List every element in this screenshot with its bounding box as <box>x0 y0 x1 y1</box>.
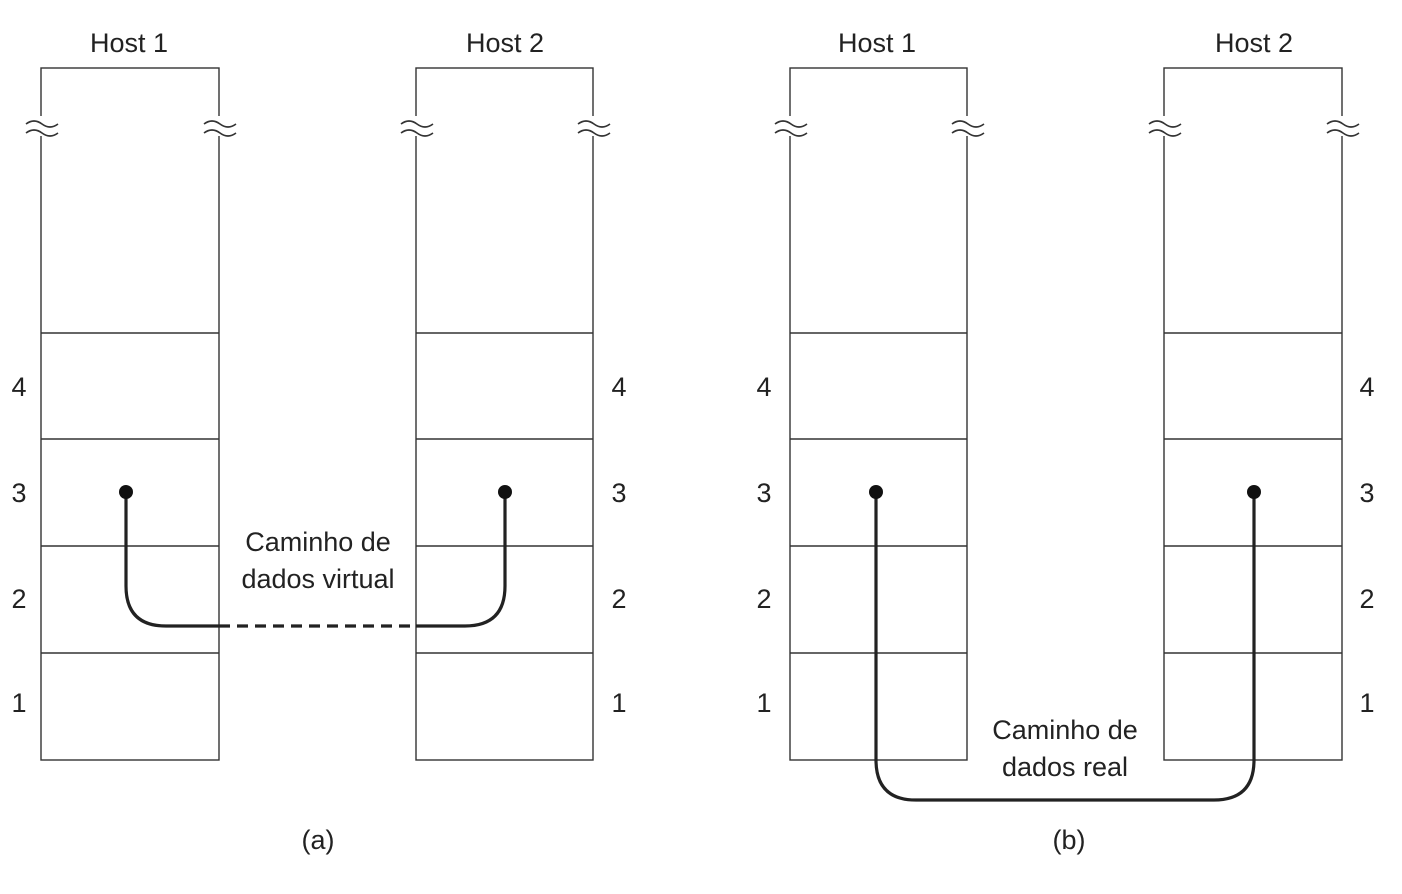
real-path-line <box>874 492 1256 802</box>
virtual-path-label-line2: dados virtual <box>241 564 394 594</box>
layer-number: 3 <box>611 478 626 508</box>
layer-number: 1 <box>1359 688 1374 718</box>
layer-number: 3 <box>1359 478 1374 508</box>
layer-number: 2 <box>611 584 626 614</box>
break-mark-icon <box>25 120 59 137</box>
host1-box-b <box>789 67 968 761</box>
break-mark-icon <box>951 120 985 137</box>
break-mark-icon <box>774 120 808 137</box>
endpoint-dot <box>498 485 512 499</box>
layer-number: 4 <box>611 372 626 402</box>
host2-box-a <box>415 67 594 761</box>
layer-number: 3 <box>11 478 26 508</box>
endpoint-dot <box>119 485 133 499</box>
break-mark-icon <box>577 120 611 137</box>
host2-title-a: Host 2 <box>466 28 544 58</box>
endpoint-dot <box>1247 485 1261 499</box>
layer-number: 1 <box>611 688 626 718</box>
panel-caption-a: (a) <box>302 825 335 855</box>
break-mark-icon <box>1148 120 1182 137</box>
layer-number: 4 <box>1359 372 1374 402</box>
real-path-label-line2: dados real <box>1002 752 1128 782</box>
host1-stack-b: Host 1 <box>774 28 985 761</box>
panel-b: Host 1 Host 2 4 3 2 <box>756 28 1374 855</box>
layer-number: 1 <box>756 688 771 718</box>
host2-stack-a: Host 2 <box>400 28 611 761</box>
panel-a: Host 1 Host 2 4 3 <box>11 28 626 855</box>
endpoint-dot <box>869 485 883 499</box>
host1-stack-a: Host 1 <box>25 28 237 761</box>
layer-number: 2 <box>11 584 26 614</box>
panel-caption-b: (b) <box>1053 825 1086 855</box>
layer-number: 3 <box>756 478 771 508</box>
layer-numbers-right-b: 4 3 2 1 <box>1359 372 1374 718</box>
layer-number: 2 <box>1359 584 1374 614</box>
virtual-path-right-segment <box>416 492 507 628</box>
virtual-path-left-segment <box>124 492 219 628</box>
layer-numbers-left-a: 4 3 2 1 <box>11 372 26 718</box>
real-path-label-line1: Caminho de <box>992 715 1138 745</box>
layer-numbers-right-a: 4 3 2 1 <box>611 372 626 718</box>
host1-box-a <box>40 67 220 761</box>
layer-number: 2 <box>756 584 771 614</box>
host1-title-b: Host 1 <box>838 28 916 58</box>
host1-title-a: Host 1 <box>90 28 168 58</box>
host2-title-b: Host 2 <box>1215 28 1293 58</box>
break-mark-icon <box>203 120 237 137</box>
layer-number: 4 <box>756 372 771 402</box>
layer-number: 1 <box>11 688 26 718</box>
layer-numbers-left-b: 4 3 2 1 <box>756 372 771 718</box>
layer-number: 4 <box>11 372 26 402</box>
break-mark-icon <box>1326 120 1360 137</box>
break-mark-icon <box>400 120 434 137</box>
virtual-path-label-line1: Caminho de <box>245 527 391 557</box>
